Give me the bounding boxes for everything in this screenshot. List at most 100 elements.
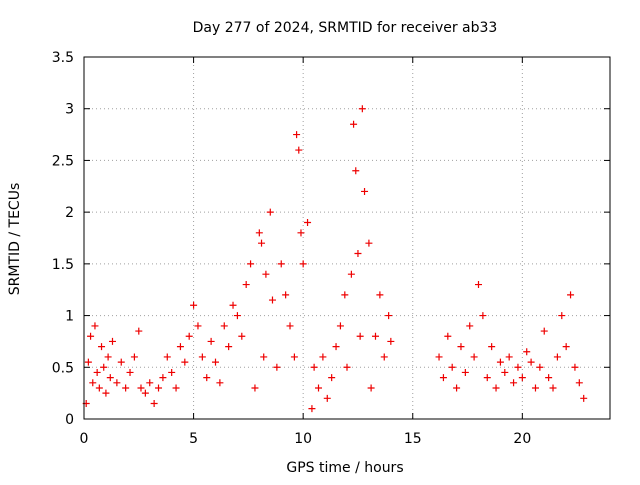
data-point: [198, 353, 206, 361]
data-point: [238, 332, 246, 340]
data-point: [159, 374, 167, 382]
data-point: [343, 363, 351, 371]
data-point: [461, 368, 469, 376]
data-point: [470, 353, 478, 361]
x-tick-label: 10: [294, 431, 312, 447]
data-point: [323, 394, 331, 402]
data-point: [299, 260, 307, 268]
data-point: [277, 260, 285, 268]
data-point: [336, 322, 344, 330]
data-point: [385, 312, 393, 320]
data-point: [91, 322, 99, 330]
data-point: [444, 332, 452, 340]
data-point: [181, 358, 189, 366]
data-point: [93, 368, 101, 376]
data-point: [545, 374, 553, 382]
data-point: [310, 363, 318, 371]
data-point: [106, 374, 114, 382]
data-point: [126, 368, 134, 376]
data-point: [141, 389, 149, 397]
data-point: [286, 322, 294, 330]
data-point: [242, 281, 250, 289]
data-point: [262, 270, 270, 278]
data-point: [371, 332, 379, 340]
data-point: [102, 389, 110, 397]
data-point: [304, 218, 312, 226]
data-point: [203, 374, 211, 382]
data-point: [514, 363, 522, 371]
data-point: [146, 379, 154, 387]
data-point: [341, 291, 349, 299]
data-point: [549, 384, 557, 392]
data-point: [194, 322, 202, 330]
data-point: [580, 394, 588, 402]
data-point: [172, 384, 180, 392]
data-point: [448, 363, 456, 371]
data-point: [352, 167, 360, 175]
data-point: [87, 332, 95, 340]
data-point: [229, 301, 237, 309]
data-point: [567, 291, 575, 299]
y-axis-label: SRMTID / TECUs: [7, 183, 23, 296]
data-point: [84, 358, 92, 366]
data-point: [251, 384, 259, 392]
data-point: [98, 343, 106, 351]
data-point: [100, 363, 108, 371]
data-point: [247, 260, 255, 268]
y-tick-label: 3.5: [52, 50, 74, 66]
x-tick-label: 20: [513, 431, 531, 447]
data-point: [350, 120, 358, 128]
data-point: [501, 368, 509, 376]
data-point: [95, 384, 103, 392]
data-point: [155, 384, 163, 392]
data-point: [190, 301, 198, 309]
data-point: [540, 327, 548, 335]
data-point: [163, 353, 171, 361]
data-point: [135, 327, 143, 335]
data-point: [212, 358, 219, 366]
data-point: [319, 353, 327, 361]
plot-frame: [83, 56, 611, 420]
data-point: [488, 343, 496, 351]
y-tick-label: 1: [65, 309, 74, 325]
grid-layer: [84, 57, 610, 419]
x-tick-label: 5: [189, 431, 198, 447]
data-point: [558, 312, 566, 320]
data-point: [356, 332, 364, 340]
data-point: [380, 353, 388, 361]
data-point: [435, 353, 443, 361]
data-point: [260, 353, 268, 361]
data-point: [233, 312, 241, 320]
data-point: [527, 358, 535, 366]
data-point: [332, 343, 340, 351]
data-point: [328, 374, 336, 382]
data-point: [266, 208, 274, 216]
data-point: [290, 353, 298, 361]
data-point: [255, 229, 263, 237]
data-point: [575, 379, 583, 387]
data-point: [137, 384, 145, 392]
data-point: [518, 374, 526, 382]
y-tick-label: 3: [65, 102, 74, 118]
data-point: [176, 343, 184, 351]
data-point: [492, 384, 500, 392]
data-point: [531, 384, 539, 392]
data-point: [216, 379, 224, 387]
data-point: [297, 229, 305, 237]
data-point: [553, 353, 561, 361]
data-point: [361, 187, 369, 195]
data-point: [466, 322, 474, 330]
data-point: [268, 296, 276, 304]
points-layer: [82, 105, 588, 413]
data-point: [168, 368, 176, 376]
data-point: [376, 291, 384, 299]
data-point: [358, 105, 366, 113]
data-point: [354, 250, 362, 258]
y-tick-label: 2.5: [52, 153, 74, 169]
data-point: [130, 353, 138, 361]
y-tick-label: 0: [65, 412, 74, 428]
data-point: [282, 291, 290, 299]
y-tick-label: 0.5: [52, 360, 74, 376]
data-point: [496, 358, 504, 366]
